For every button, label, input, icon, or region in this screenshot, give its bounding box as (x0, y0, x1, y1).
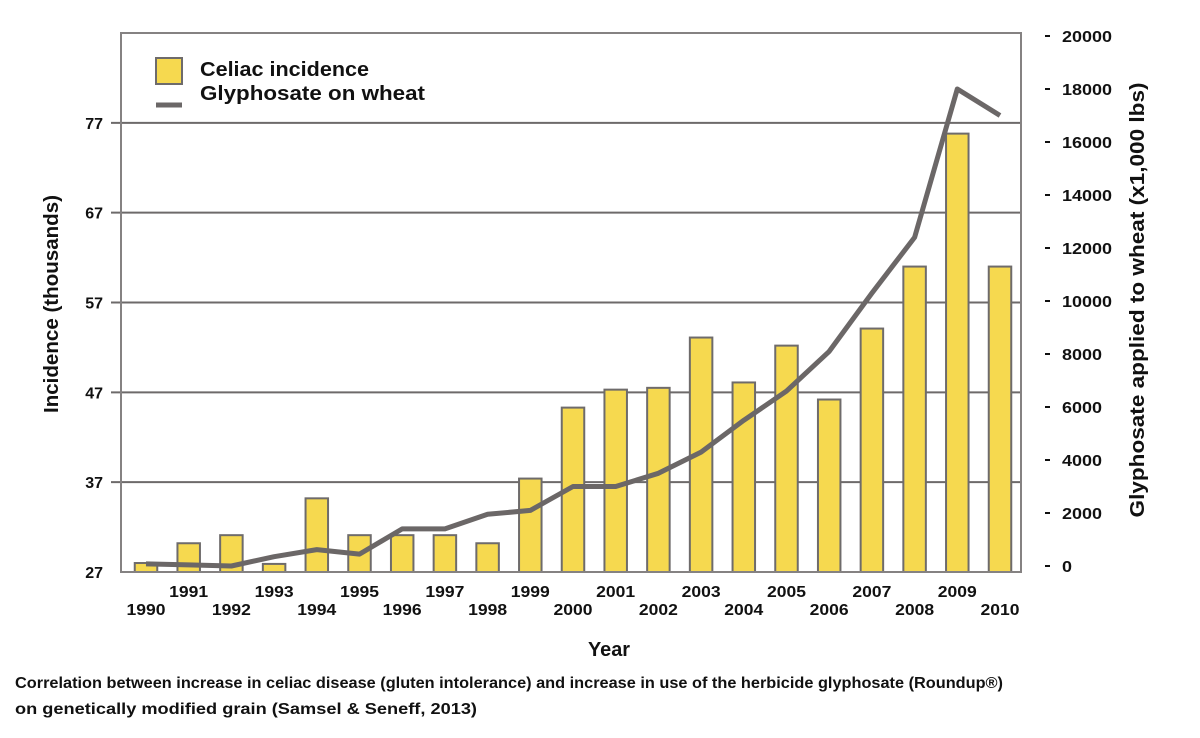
left-axis: 27 37 47 57 67 77 (85, 116, 103, 582)
x-tick-label: 1992 (212, 602, 251, 619)
bar-1999 (518, 477, 543, 573)
bar-2007 (859, 327, 885, 573)
caption-line-2: on genetically modified grain (Samsel & … (15, 701, 477, 718)
bar-2004 (731, 381, 757, 573)
x-tick-label: 2009 (938, 584, 977, 601)
left-tick-label: 77 (85, 116, 103, 133)
y-axis-title: Incidence (thousands) (41, 195, 63, 413)
glyphosate-line-series (145, 86, 1002, 569)
left-tick-label: 57 (85, 296, 103, 313)
right-tick-label: 6000 (1062, 400, 1102, 417)
x-axis-title: Year (588, 639, 630, 661)
left-tick-label: 37 (85, 475, 103, 492)
right-axis: 0 2000 4000 6000 8000 10000 12000 14000 16000 180… (1045, 29, 1112, 576)
x-tick-label: 1994 (297, 602, 336, 619)
x-tick-label: 1997 (425, 584, 464, 601)
x-tick-label: 1996 (383, 602, 422, 619)
x-tick-label: 2001 (596, 584, 635, 601)
glyphosate-line (145, 86, 1002, 569)
bar-1997 (432, 534, 458, 573)
x-tick-label: 2002 (639, 602, 678, 619)
x-tick-label: 1999 (511, 584, 550, 601)
x-tick-label: 1990 (127, 602, 166, 619)
bar-2006 (816, 398, 842, 573)
x-tick-label: 1993 (255, 584, 294, 601)
bar-1993 (261, 562, 287, 573)
x-tick-label: 2006 (810, 602, 849, 619)
right-tick-label: 0 (1062, 559, 1072, 576)
bar-2010 (987, 265, 1013, 573)
x-tick-label: 2005 (767, 584, 806, 601)
right-tick-label: 4000 (1062, 453, 1102, 470)
right-tick-label: 12000 (1062, 241, 1112, 258)
legend: Celiac incidence Glyphosate on wheat (155, 57, 425, 108)
bar-2008 (902, 265, 927, 573)
x-tick-label: 2007 (852, 584, 891, 601)
left-tick-label: 67 (85, 206, 103, 223)
x-tick-label: 2010 (981, 602, 1020, 619)
right-tick-label: 2000 (1062, 506, 1102, 523)
legend-label-celiac: Celiac incidence (200, 59, 369, 81)
right-tick-label: 8000 (1062, 347, 1102, 364)
bar-2009 (945, 132, 970, 573)
left-tick-label: 47 (85, 385, 103, 402)
right-tick-label: 16000 (1062, 135, 1112, 152)
y2-axis-title: Glyphosate applied to wheat (x1,000 lbs) (1127, 83, 1149, 518)
legend-swatch-celiac (155, 57, 183, 85)
bar-2001 (603, 388, 628, 573)
left-tick-label: 27 (85, 565, 103, 582)
bar-1996 (389, 534, 415, 573)
x-tick-label: 1995 (340, 584, 379, 601)
plot-frame (120, 32, 1022, 573)
legend-label-glyphosate: Glyphosate on wheat (200, 83, 425, 105)
bar-1991 (176, 542, 201, 574)
bar-2002 (646, 386, 671, 574)
bar-1994 (304, 497, 330, 573)
right-tick-label: 10000 (1062, 294, 1112, 311)
x-tick-label: 2003 (682, 584, 721, 601)
right-tick-label: 20000 (1062, 29, 1112, 46)
bar-2005 (774, 344, 799, 573)
x-tick-label: 2004 (724, 602, 763, 619)
x-axis: 1990199119921993199419951996199719981999… (127, 584, 1020, 619)
right-tick-label: 18000 (1062, 82, 1112, 99)
x-tick-label: 2000 (554, 602, 593, 619)
bar-1998 (475, 542, 500, 574)
x-tick-label: 1991 (169, 584, 208, 601)
x-tick-label: 1998 (468, 602, 507, 619)
x-tick-label: 2008 (895, 602, 934, 619)
caption-line-1: Correlation between increase in celiac d… (15, 675, 1003, 692)
right-tick-label: 14000 (1062, 188, 1112, 205)
